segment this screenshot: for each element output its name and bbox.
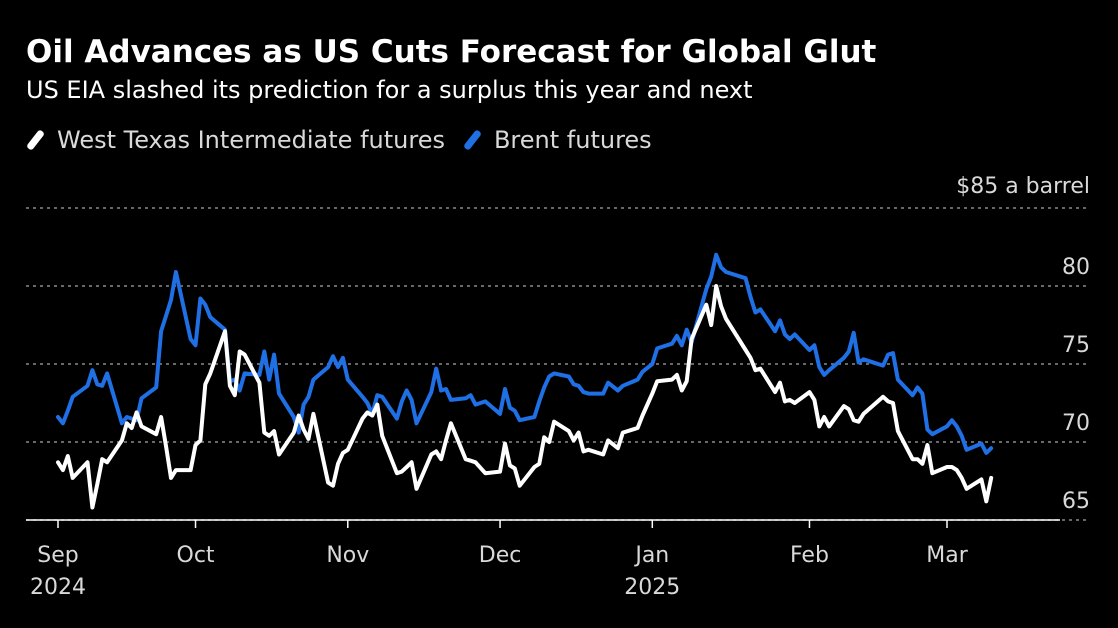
legend-item-brent: Brent futures [462, 126, 652, 154]
series-line-brent [56, 252, 994, 455]
series-line-wti [56, 284, 994, 510]
x-tick-label-oct: Oct [177, 543, 215, 568]
y-tick-label-70: 70 [1062, 411, 1090, 436]
legend-label-brent: Brent futures [493, 126, 652, 154]
legend: West Texas Intermediate futures Brent fu… [25, 126, 670, 154]
x-tick-label-nov: Nov [326, 543, 369, 568]
y-tick-label-80: 80 [1062, 255, 1090, 280]
legend-item-wti: West Texas Intermediate futures [25, 126, 445, 154]
legend-label-wti: West Texas Intermediate futures [57, 126, 445, 154]
y-unit-label: $85 a barrel [956, 174, 1090, 199]
y-tick-label-65: 65 [1062, 489, 1090, 514]
y-tick-label-75: 75 [1062, 333, 1090, 358]
chart-subtitle: US EIA slashed its prediction for a surp… [26, 76, 753, 104]
x-tick-year-2025: 2025 [624, 575, 680, 600]
x-tick-label-sep: Sep [37, 543, 78, 568]
x-tick-label-mar: Mar [926, 543, 968, 568]
chart-title: Oil Advances as US Cuts Forecast for Glo… [26, 34, 877, 70]
x-tick-year-2024: 2024 [30, 575, 86, 600]
x-tick-label-dec: Dec [479, 543, 522, 568]
x-tick-label-feb: Feb [790, 543, 829, 568]
x-tick-label-jan: Jan [633, 543, 669, 568]
